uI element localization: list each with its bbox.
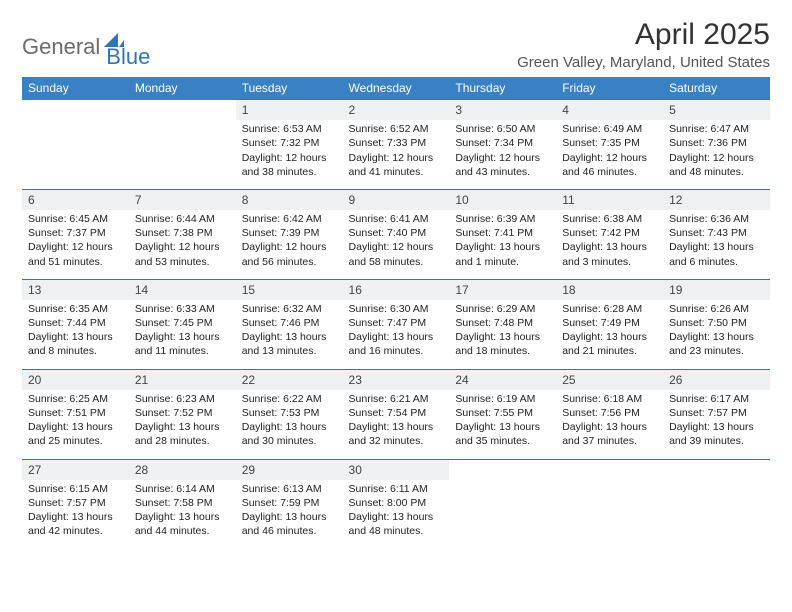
day-cell: Sunrise: 6:26 AM Sunset: 7:50 PM Dayligh… (663, 300, 770, 369)
weekday-header-row: Sunday Monday Tuesday Wednesday Thursday… (22, 77, 770, 100)
day-number: 16 (343, 279, 450, 300)
content-row: Sunrise: 6:35 AM Sunset: 7:44 PM Dayligh… (22, 300, 770, 369)
day-number: 17 (449, 279, 556, 300)
day-number: 12 (663, 189, 770, 210)
day-number (449, 459, 556, 480)
day-cell: Sunrise: 6:32 AM Sunset: 7:46 PM Dayligh… (236, 300, 343, 369)
day-number: 24 (449, 369, 556, 390)
day-number: 3 (449, 100, 556, 121)
day-number: 19 (663, 279, 770, 300)
day-cell: Sunrise: 6:42 AM Sunset: 7:39 PM Dayligh… (236, 210, 343, 279)
title-block: April 2025 Green Valley, Maryland, Unite… (517, 18, 770, 71)
day-number: 20 (22, 369, 129, 390)
day-cell: Sunrise: 6:19 AM Sunset: 7:55 PM Dayligh… (449, 390, 556, 459)
day-cell: Sunrise: 6:49 AM Sunset: 7:35 PM Dayligh… (556, 120, 663, 189)
day-number: 22 (236, 369, 343, 390)
weekday-thu: Thursday (449, 77, 556, 100)
day-number: 10 (449, 189, 556, 210)
day-cell: Sunrise: 6:47 AM Sunset: 7:36 PM Dayligh… (663, 120, 770, 189)
content-row: Sunrise: 6:15 AM Sunset: 7:57 PM Dayligh… (22, 480, 770, 549)
logo: General Blue (22, 18, 150, 70)
day-cell: Sunrise: 6:15 AM Sunset: 7:57 PM Dayligh… (22, 480, 129, 549)
day-number: 5 (663, 100, 770, 121)
day-number: 7 (129, 189, 236, 210)
day-number: 28 (129, 459, 236, 480)
daynum-row: 13141516171819 (22, 279, 770, 300)
daynum-row: 12345 (22, 100, 770, 121)
day-number: 25 (556, 369, 663, 390)
day-number: 26 (663, 369, 770, 390)
day-cell: Sunrise: 6:30 AM Sunset: 7:47 PM Dayligh… (343, 300, 450, 369)
weekday-sun: Sunday (22, 77, 129, 100)
day-number: 4 (556, 100, 663, 121)
calendar-table: Sunday Monday Tuesday Wednesday Thursday… (22, 77, 770, 548)
content-row: Sunrise: 6:25 AM Sunset: 7:51 PM Dayligh… (22, 390, 770, 459)
day-cell: Sunrise: 6:36 AM Sunset: 7:43 PM Dayligh… (663, 210, 770, 279)
day-cell: Sunrise: 6:23 AM Sunset: 7:52 PM Dayligh… (129, 390, 236, 459)
logo-text-blue: Blue (106, 44, 150, 70)
day-cell: Sunrise: 6:52 AM Sunset: 7:33 PM Dayligh… (343, 120, 450, 189)
day-number: 27 (22, 459, 129, 480)
day-number: 18 (556, 279, 663, 300)
day-number: 8 (236, 189, 343, 210)
day-number (556, 459, 663, 480)
day-cell (556, 480, 663, 549)
weekday-mon: Monday (129, 77, 236, 100)
day-number: 29 (236, 459, 343, 480)
content-row: Sunrise: 6:45 AM Sunset: 7:37 PM Dayligh… (22, 210, 770, 279)
day-cell: Sunrise: 6:14 AM Sunset: 7:58 PM Dayligh… (129, 480, 236, 549)
month-title: April 2025 (517, 18, 770, 52)
day-cell: Sunrise: 6:13 AM Sunset: 7:59 PM Dayligh… (236, 480, 343, 549)
day-number: 23 (343, 369, 450, 390)
day-cell: Sunrise: 6:22 AM Sunset: 7:53 PM Dayligh… (236, 390, 343, 459)
location: Green Valley, Maryland, United States (517, 54, 770, 71)
day-cell: Sunrise: 6:45 AM Sunset: 7:37 PM Dayligh… (22, 210, 129, 279)
day-cell: Sunrise: 6:11 AM Sunset: 8:00 PM Dayligh… (343, 480, 450, 549)
day-number (22, 100, 129, 121)
content-row: Sunrise: 6:53 AM Sunset: 7:32 PM Dayligh… (22, 120, 770, 189)
day-cell: Sunrise: 6:29 AM Sunset: 7:48 PM Dayligh… (449, 300, 556, 369)
day-cell (663, 480, 770, 549)
day-number (129, 100, 236, 121)
day-cell (449, 480, 556, 549)
day-number: 21 (129, 369, 236, 390)
weekday-wed: Wednesday (343, 77, 450, 100)
day-cell: Sunrise: 6:33 AM Sunset: 7:45 PM Dayligh… (129, 300, 236, 369)
day-cell: Sunrise: 6:39 AM Sunset: 7:41 PM Dayligh… (449, 210, 556, 279)
day-number: 6 (22, 189, 129, 210)
day-cell: Sunrise: 6:50 AM Sunset: 7:34 PM Dayligh… (449, 120, 556, 189)
weekday-fri: Friday (556, 77, 663, 100)
day-cell: Sunrise: 6:35 AM Sunset: 7:44 PM Dayligh… (22, 300, 129, 369)
day-number: 15 (236, 279, 343, 300)
day-number: 9 (343, 189, 450, 210)
day-number: 1 (236, 100, 343, 121)
day-cell: Sunrise: 6:44 AM Sunset: 7:38 PM Dayligh… (129, 210, 236, 279)
day-number: 30 (343, 459, 450, 480)
day-cell: Sunrise: 6:28 AM Sunset: 7:49 PM Dayligh… (556, 300, 663, 369)
day-cell: Sunrise: 6:17 AM Sunset: 7:57 PM Dayligh… (663, 390, 770, 459)
day-number: 14 (129, 279, 236, 300)
day-cell (22, 120, 129, 189)
day-cell (129, 120, 236, 189)
logo-text-general: General (22, 34, 100, 60)
header: General Blue April 2025 Green Valley, Ma… (22, 18, 770, 71)
day-number: 13 (22, 279, 129, 300)
day-cell: Sunrise: 6:18 AM Sunset: 7:56 PM Dayligh… (556, 390, 663, 459)
weekday-sat: Saturday (663, 77, 770, 100)
daynum-row: 6789101112 (22, 189, 770, 210)
day-cell: Sunrise: 6:38 AM Sunset: 7:42 PM Dayligh… (556, 210, 663, 279)
daynum-row: 20212223242526 (22, 369, 770, 390)
day-number (663, 459, 770, 480)
day-cell: Sunrise: 6:53 AM Sunset: 7:32 PM Dayligh… (236, 120, 343, 189)
day-cell: Sunrise: 6:21 AM Sunset: 7:54 PM Dayligh… (343, 390, 450, 459)
day-number: 2 (343, 100, 450, 121)
daynum-row: 27282930 (22, 459, 770, 480)
day-cell: Sunrise: 6:41 AM Sunset: 7:40 PM Dayligh… (343, 210, 450, 279)
weekday-tue: Tuesday (236, 77, 343, 100)
day-number: 11 (556, 189, 663, 210)
day-cell: Sunrise: 6:25 AM Sunset: 7:51 PM Dayligh… (22, 390, 129, 459)
